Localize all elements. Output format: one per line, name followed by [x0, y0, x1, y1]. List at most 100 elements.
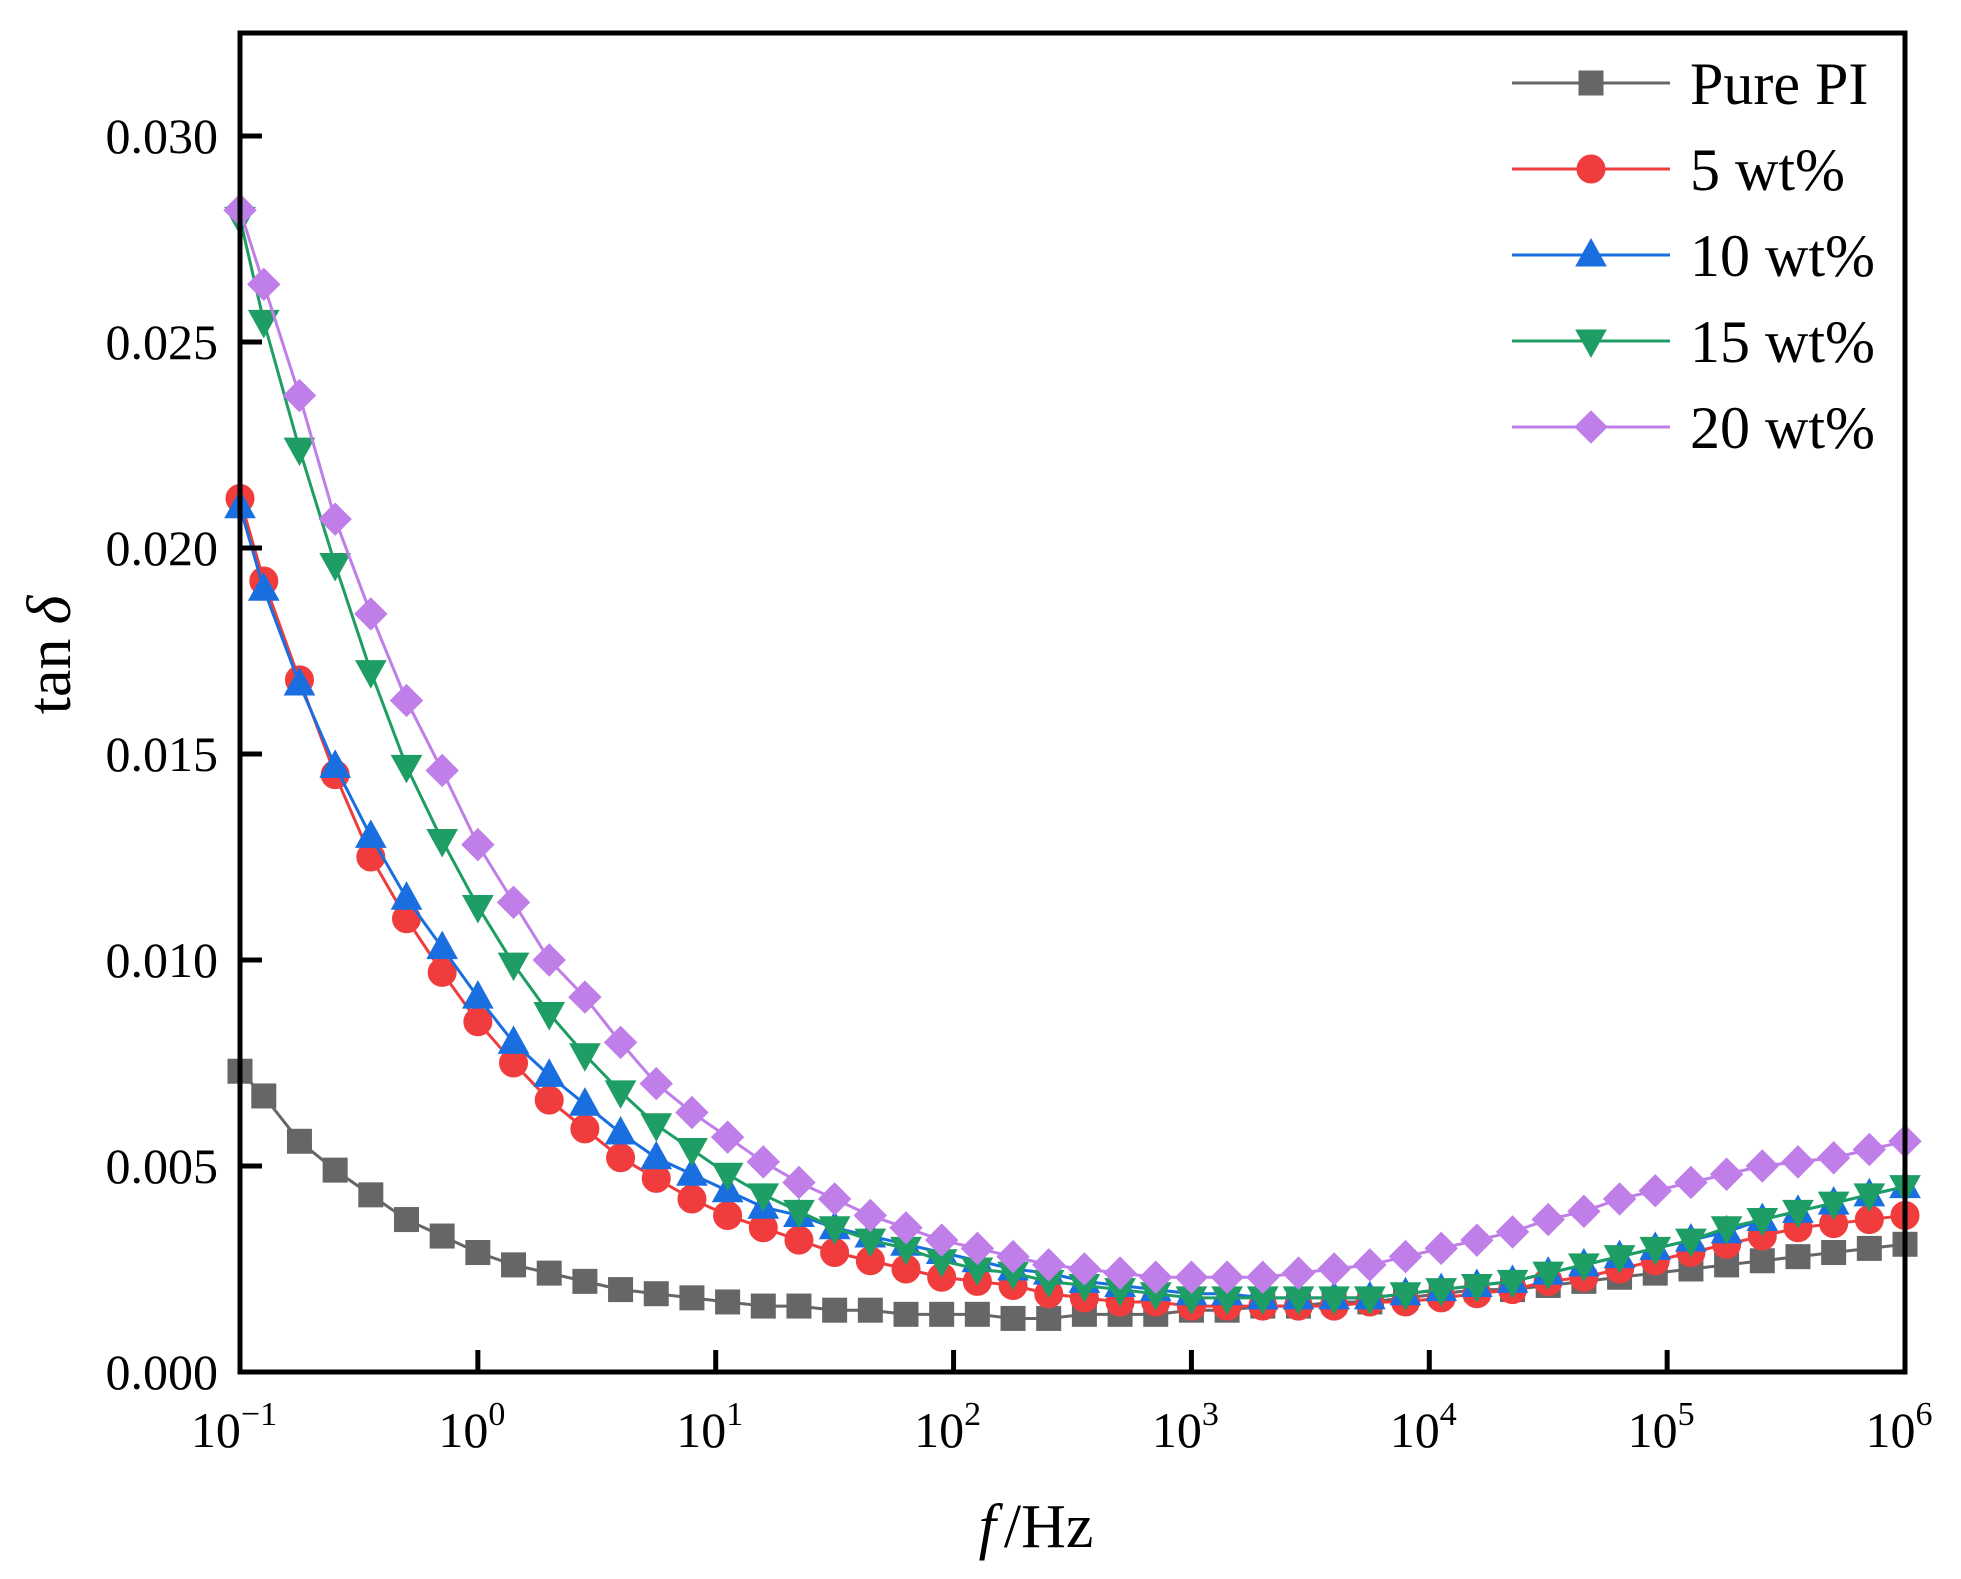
data-point	[1785, 1244, 1811, 1270]
data-point	[1746, 1208, 1779, 1237]
legend: Pure PI 5 wt% 10 wt% 15 wt% 20 wt%	[1512, 51, 1875, 461]
data-point	[251, 1083, 277, 1109]
legend-marker	[1576, 154, 1606, 184]
data-point	[1139, 1260, 1173, 1294]
legend-label: 15 wt%	[1690, 309, 1875, 375]
data-point	[465, 1240, 491, 1266]
data-point	[1103, 1256, 1137, 1290]
series-layer	[223, 193, 1922, 1331]
data-point	[711, 1162, 744, 1192]
data-point	[1638, 1174, 1672, 1208]
y-tick-label: 0.015	[106, 726, 219, 782]
data-point	[319, 552, 351, 582]
data-point	[283, 437, 316, 467]
data-point	[676, 1138, 708, 1167]
x-tick-exponent: 0	[488, 1396, 505, 1433]
data-point	[677, 1184, 707, 1214]
x-tick-label: 100	[438, 1396, 505, 1458]
data-point	[929, 1301, 955, 1327]
data-point	[501, 1252, 527, 1278]
data-point	[536, 1260, 562, 1286]
y-tick-label: 0.010	[106, 932, 219, 988]
x-tick-label: 101	[676, 1396, 743, 1458]
data-point	[1067, 1252, 1102, 1286]
data-point	[1281, 1256, 1316, 1290]
data-point	[822, 1297, 848, 1323]
legend-label: 5 wt%	[1690, 137, 1845, 203]
data-point	[1353, 1248, 1387, 1282]
data-point	[679, 1285, 705, 1311]
data-point	[570, 1114, 600, 1144]
data-point	[322, 1157, 348, 1183]
data-point	[640, 1113, 673, 1142]
data-point	[747, 1183, 780, 1212]
data-point	[1424, 1231, 1458, 1266]
data-point	[604, 1080, 637, 1109]
data-point	[1781, 1145, 1815, 1179]
data-point	[1210, 1260, 1244, 1294]
data-point	[1567, 1194, 1601, 1229]
data-point	[1749, 1248, 1775, 1274]
x-tick-base: 10	[191, 1402, 241, 1458]
legend-marker	[1575, 237, 1607, 267]
x-tick-base: 10	[1152, 1402, 1202, 1458]
data-point	[964, 1301, 990, 1327]
data-point	[603, 1025, 638, 1060]
data-point	[533, 1002, 566, 1031]
data-point	[463, 1007, 493, 1037]
data-point	[640, 1140, 673, 1170]
x-tick-exponent: 4	[1440, 1396, 1457, 1433]
legend-item: Pure PI	[1512, 51, 1868, 117]
series-20-wtpct	[223, 193, 1922, 1294]
data-point	[569, 1087, 601, 1116]
data-point	[1317, 1252, 1351, 1286]
x-tick-exponent: 1	[726, 1396, 743, 1433]
data-point	[1389, 1282, 1422, 1311]
x-tick-label: 106	[1866, 1396, 1933, 1458]
data-point	[715, 1289, 741, 1315]
data-point	[1639, 1236, 1672, 1266]
data-point	[532, 943, 566, 977]
data-point	[1036, 1305, 1062, 1331]
data-point	[390, 754, 423, 784]
series-15-wtpct	[224, 206, 1921, 1315]
y-tick-label: 0.000	[106, 1344, 219, 1400]
data-point	[889, 1211, 923, 1245]
data-point	[389, 683, 424, 718]
data-point	[318, 502, 352, 536]
x-tick-exponent: 6	[1916, 1396, 1933, 1433]
data-point	[639, 1066, 673, 1101]
x-tick-base: 10	[914, 1402, 964, 1458]
y-axis-ticks: 0.000 0.005 0.010 0.015 0.020 0.025 0.030	[106, 108, 262, 1400]
plot-frame	[237, 30, 1908, 1375]
data-point	[1032, 1248, 1066, 1282]
data-point	[893, 1301, 919, 1327]
data-point	[354, 819, 387, 848]
data-point	[1603, 1245, 1636, 1274]
data-point	[282, 378, 317, 413]
data-point	[853, 1198, 888, 1233]
data-point	[1782, 1199, 1814, 1229]
data-point	[713, 1200, 743, 1230]
data-point	[390, 881, 423, 910]
y-tick-label: 0.025	[106, 314, 219, 370]
legend-marker	[1578, 70, 1604, 96]
data-point	[786, 1293, 812, 1319]
data-point	[1495, 1215, 1530, 1249]
data-point	[1856, 1235, 1882, 1261]
data-point	[1602, 1182, 1637, 1216]
data-point	[429, 1223, 455, 1249]
data-point	[286, 1128, 312, 1154]
y-tick-label: 0.020	[106, 520, 219, 576]
x-tick-label: 104	[1390, 1396, 1457, 1458]
data-point	[319, 749, 351, 778]
data-point	[1674, 1165, 1708, 1200]
data-point	[1709, 1157, 1744, 1191]
x-axis-title-italic: f	[979, 1493, 1004, 1561]
x-tick-base: 10	[1390, 1402, 1440, 1458]
x-tick-exponent: −1	[241, 1396, 277, 1433]
data-point	[960, 1231, 995, 1266]
data-point	[496, 885, 531, 920]
data-point	[746, 1145, 780, 1179]
data-point	[604, 1116, 637, 1145]
